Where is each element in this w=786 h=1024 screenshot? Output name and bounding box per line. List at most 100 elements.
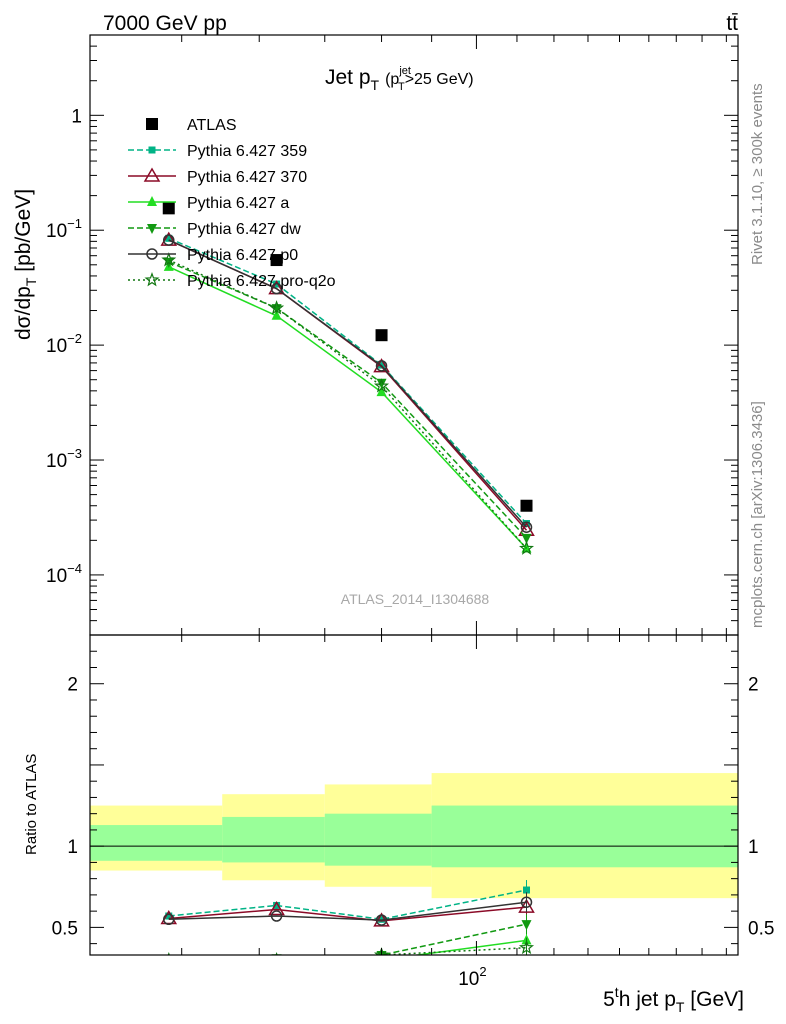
top-point-5-3 [520,521,533,533]
band-green-0 [90,825,223,861]
top-point-4-3 [521,533,532,544]
ratio-series-5 [167,937,535,955]
legend-marker-5 [146,248,158,260]
plot-title-sub: T [371,77,380,93]
ratio-panel-frame [89,634,739,956]
legend-entry-5: Pythia 6.427 p0 [128,247,298,264]
energy-label: 7000 GeV pp [103,12,227,35]
legend-marker-2 [143,167,161,182]
top-point-5-0 [163,234,175,246]
top-point-0-2 [375,329,388,342]
top-ytick-label-exp-3: −3 [67,446,82,461]
top-point-4-2 [376,378,387,389]
top-ylabel-sub: T [23,277,39,286]
ratio-point-0-3 [523,886,531,894]
plot-title-cut-close: >25 GeV) [405,71,474,88]
mcplots-label: mcplots.cern.ch [arXiv:1306.3436] [749,401,766,628]
top-ytick-label-base-0: 1 [71,106,82,127]
ratio-ytick-label-2: 0.5 [52,918,78,939]
top-ytick-label-2: 10−2 [46,331,82,357]
legend-marker-0 [146,118,158,130]
legend-marker-1 [148,146,156,154]
top-series-line-6 [168,259,528,549]
ratio-series-line-0 [168,889,527,921]
xtick-label-base: 10 [458,969,479,990]
ratio-series-line-4 [168,901,527,921]
x-axis-label-sup: t [615,984,619,1000]
top-series-line-4 [168,261,528,539]
ratio-point-4-2 [375,914,388,926]
ratio-ytick-label-0: 2 [67,675,78,696]
ratio-point-3-1 [271,954,282,955]
x-axis-label-rest: h jet p [619,988,676,1011]
plot-title-cut-open: (p [385,71,399,88]
legend-entry-3: Pythia 6.427 a [128,195,289,212]
top-ytick-label-base-2: 10 [46,336,67,357]
analysis-watermark: ATLAS_2014_I1304688 [341,591,490,607]
top-ytick-label-exp-1: −1 [67,216,82,231]
ratio-series-3 [164,914,532,966]
top-ylabel-unit: [pb/GeV] [12,189,35,278]
top-series-line-3 [168,266,528,549]
top-series-6 [161,252,535,555]
legend-label-1: Pythia 6.427 359 [187,143,307,160]
ratio-point-5-3 [518,939,535,955]
ratio-ytick-label-1: 1 [67,837,78,858]
top-series-line-1 [168,237,528,525]
ratio-ytick-label-right-0: 2 [748,675,759,696]
x-axis-label-n: 5 [603,988,615,1011]
ratio-point-4-3 [520,896,533,908]
ratio-series-line-5 [365,946,527,955]
ratio-point-1-1 [268,901,285,916]
top-point-6-0 [161,252,177,267]
legend: ATLAS Pythia 6.427 359 Pythia 6.427 370 Pyt… [128,117,336,290]
top-point-6-1 [269,300,285,315]
top-ytick-label-4: 10−4 [46,561,82,587]
legend-entry-4: Pythia 6.427 dw [128,221,301,238]
top-point-6-2 [373,378,390,393]
top-ytick-label-base-1: 10 [46,221,67,242]
ratio-point-3-0 [164,956,174,966]
x-axis-label: 5th jet pT [GeV] [603,984,744,1015]
top-ytick-label-3: 10−3 [46,446,82,472]
top-point-2-2 [373,358,390,373]
ratio-series-4 [163,892,533,926]
top-ylabel-main: dσ/dp [12,286,35,340]
top-ytick-label-base-3: 10 [46,451,67,472]
ratio-point-0-0 [165,912,173,920]
ratio-point-1-0 [160,909,178,925]
rivet-label: Rivet 3.1.10, ≥ 300k events [749,83,766,265]
ratio-point-4-0 [163,913,175,926]
top-ytick-label-0: 1 [71,106,82,127]
top-ytick-label-exp-2: −2 [67,331,82,346]
top-series-line-5 [168,239,528,528]
top-ytick-label-1: 10−1 [46,216,82,242]
ratio-point-5-2 [373,947,390,955]
top-point-6-3 [518,540,535,555]
xtick-label-exp: 2 [479,964,486,979]
ratio-point-2-0 [164,955,174,965]
plot-title-main: Jet p [325,66,371,89]
legend-marker-6 [144,272,160,287]
top-ytick-label-base-4: 10 [46,566,67,587]
ratio-point-3-3 [521,920,532,931]
ratio-ylabel: Ratio to ATLAS [23,754,40,855]
x-axis-label-unit: [GeV] [684,988,744,1011]
band-green-1 [222,816,325,863]
top-ylabel: dσ/dpT [pb/GeV] [12,189,39,340]
legend-entry-1: Pythia 6.427 359 [128,143,307,160]
plot-title-cut-sub: T [398,81,405,93]
legend-marker-3 [147,196,157,206]
ratio-point-4-1 [270,910,283,922]
legend-entry-0: ATLAS [146,117,237,134]
band-green-2 [324,813,432,866]
band-green-3 [431,805,738,868]
process-label: tt̄ [726,12,738,35]
top-point-0-0 [162,202,175,215]
legend-label-3: Pythia 6.427 a [187,195,289,212]
top-point-5-1 [270,282,283,295]
x-axis-label-sub: T [676,999,685,1015]
ratio-point-0-1 [273,901,281,909]
